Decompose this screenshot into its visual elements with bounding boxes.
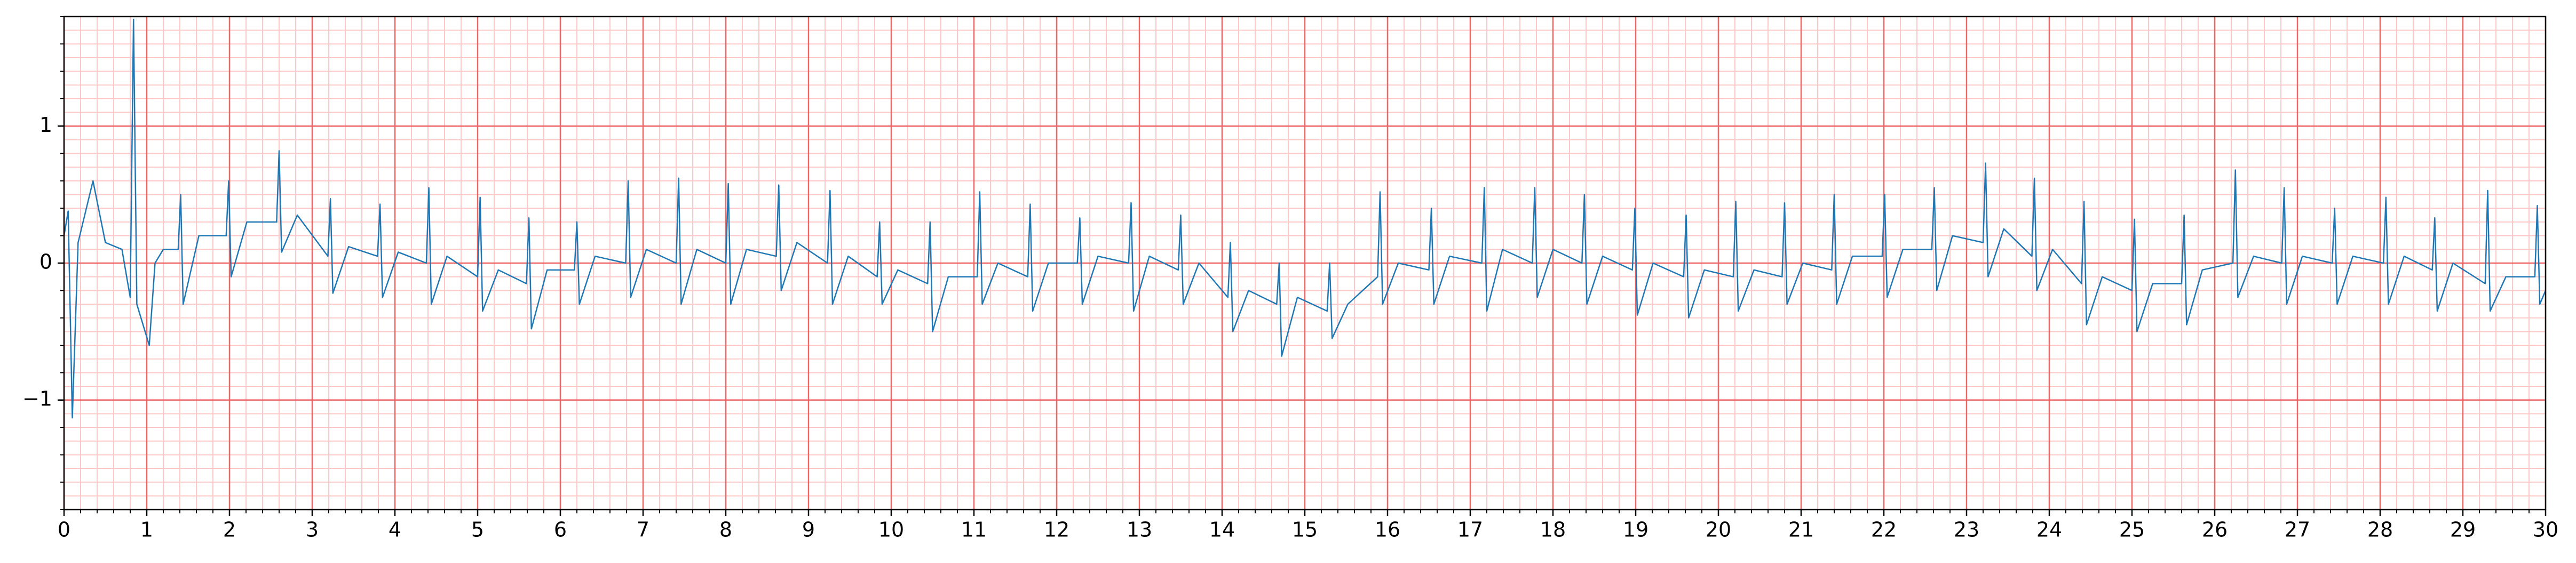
x-tick-label: 1: [140, 518, 153, 542]
x-tick-label: 18: [1540, 518, 1566, 542]
ecg-line: [64, 18, 2546, 419]
x-tick-label: 16: [1375, 518, 1400, 542]
x-tick-label: 20: [1706, 518, 1731, 542]
x-tick-label: 12: [1044, 518, 1069, 542]
x-tick-label: 6: [554, 518, 567, 542]
plot-frame: [63, 15, 2547, 511]
x-tick-label: 2: [223, 518, 236, 542]
x-tick-label: 25: [2119, 518, 2145, 542]
x-tick-label: 4: [389, 518, 401, 542]
x-tick-label: 8: [719, 518, 732, 542]
x-tick-label: 23: [1954, 518, 1979, 542]
x-tick-label: 19: [1623, 518, 1648, 542]
x-tick-label: 30: [2533, 518, 2558, 542]
x-tick-label: 26: [2202, 518, 2228, 542]
x-tick-label: 0: [58, 518, 70, 542]
y-tick-label: 1: [39, 113, 52, 137]
x-tick-label: 13: [1127, 518, 1152, 542]
x-tick-label: 11: [961, 518, 987, 542]
x-tick-label: 3: [306, 518, 319, 542]
x-tick-label: 14: [1209, 518, 1235, 542]
x-tick-label: 28: [2367, 518, 2393, 542]
x-tick-label: 15: [1292, 518, 1318, 542]
y-tick-label: 0: [39, 250, 52, 274]
x-tick-label: 21: [1788, 518, 1814, 542]
x-tick-label: 17: [1457, 518, 1483, 542]
x-tick-label: 5: [471, 518, 484, 542]
x-tick-label: 27: [2285, 518, 2310, 542]
x-tick-label: 22: [1871, 518, 1897, 542]
x-tick-label: 7: [637, 518, 649, 542]
x-tick-label: 29: [2450, 518, 2476, 542]
x-tick-label: 9: [802, 518, 815, 542]
y-tick-label: −1: [22, 387, 52, 410]
x-tick-label: 24: [2036, 518, 2062, 542]
x-tick-label: 10: [878, 518, 904, 542]
